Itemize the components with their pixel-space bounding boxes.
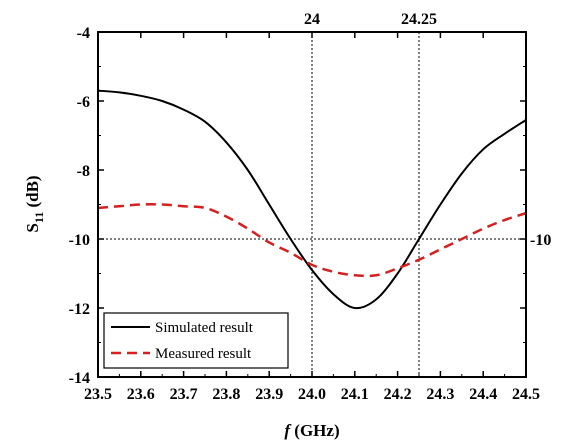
y-tick-label: -4 <box>77 25 90 42</box>
x-tick-label: 24.3 <box>426 386 454 403</box>
x-tick-label: 23.8 <box>212 386 240 403</box>
legend-label-simulated: Simulated result <box>155 320 254 336</box>
reference-label-y-2: -10 <box>530 232 551 249</box>
series-line-simulated <box>97 89 527 310</box>
x-axis-title-rest: (GHz) <box>290 421 340 440</box>
y-axis-title-rest: (dB) <box>23 175 42 211</box>
y-tick-label: -8 <box>77 163 90 180</box>
legend-label-measured: Measured result <box>155 346 252 362</box>
series-line-measured <box>97 203 527 278</box>
x-tick-label: 24.0 <box>298 386 326 403</box>
legend-box <box>103 312 289 369</box>
x-tick-label: 24.4 <box>469 386 497 403</box>
x-axis-title-italic: f <box>284 421 292 440</box>
y-axis-title-sub: 11 <box>32 212 46 223</box>
x-tick-label: 23.6 <box>127 386 155 403</box>
y-tick-label: -12 <box>69 301 90 318</box>
legend: Simulated result Measured result <box>103 312 289 369</box>
x-tick-label: 23.7 <box>170 386 198 403</box>
x-tick-label: 23.9 <box>255 386 283 403</box>
x-tick-label: 24.1 <box>341 386 369 403</box>
x-tick-label: 24.2 <box>384 386 412 403</box>
y-tick-label: -10 <box>69 232 90 249</box>
x-tick-label: 24.5 <box>512 386 540 403</box>
y-axis-title: S11 (dB) <box>23 175 46 232</box>
y-axis-title-main: S <box>23 223 42 232</box>
reference-label-x-1: 24.25 <box>401 11 437 28</box>
x-axis-title: f (GHz) <box>284 421 339 440</box>
x-tick-label: 23.5 <box>84 386 112 403</box>
y-tick-label: -6 <box>77 94 90 111</box>
y-tick-label: -14 <box>69 370 90 387</box>
reference-label-x-0: 24 <box>304 11 320 28</box>
